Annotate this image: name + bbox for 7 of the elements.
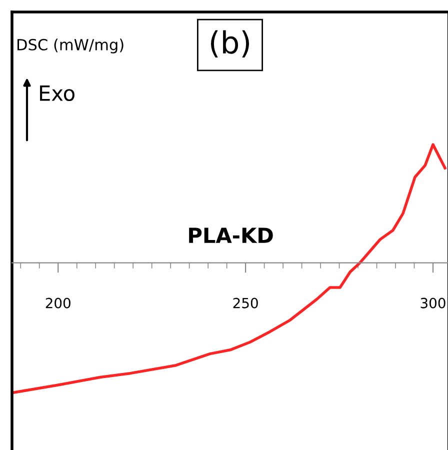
text: Exo	[40, 86, 74, 102]
text: PLA-KD	[189, 228, 273, 243]
x-tick-label: 300	[420, 298, 446, 308]
x-tick-label: 200	[46, 298, 70, 308]
chart-title: (b)	[211, 30, 249, 58]
x-tick-label: 250	[233, 298, 258, 308]
text: DSC (mW/mg)	[18, 38, 124, 54]
